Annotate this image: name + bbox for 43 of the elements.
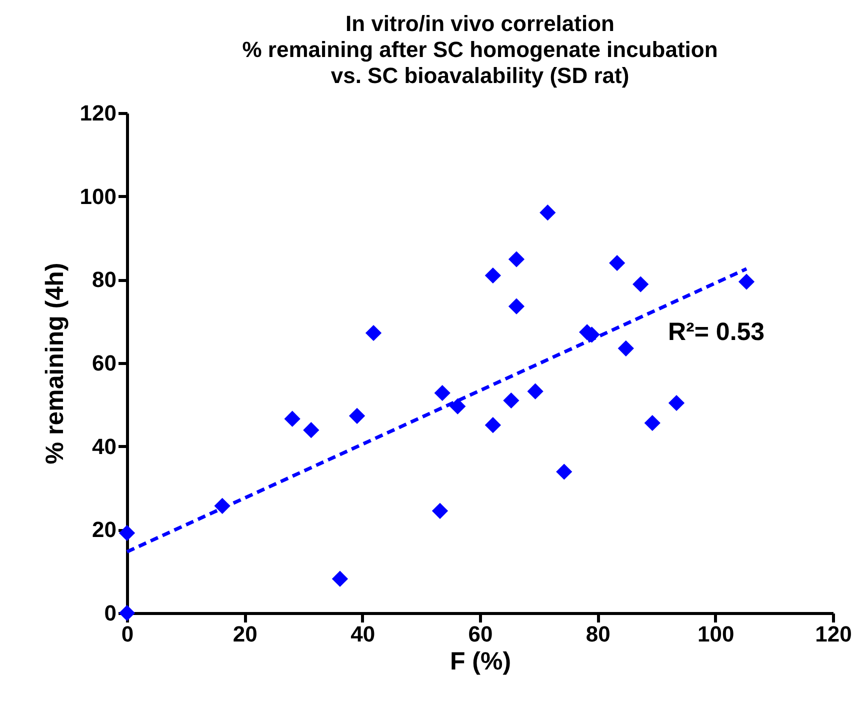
point: [527, 383, 544, 400]
y-tick-label: 80: [92, 267, 116, 292]
x-tick-label: 80: [586, 622, 610, 646]
point: [365, 324, 382, 342]
point: [303, 422, 320, 438]
point: [508, 298, 525, 314]
x-axis-title: F (%): [450, 648, 512, 676]
x-tick-label: 60: [468, 622, 493, 646]
point: [484, 417, 502, 434]
text: % remaining after SC homogenate incubation: [242, 37, 718, 62]
point: [668, 394, 685, 412]
y-tick-label: 0: [104, 600, 116, 626]
point: [434, 384, 450, 402]
x-tick-label: 120: [815, 622, 852, 646]
point: [118, 524, 136, 542]
y-tick-label: 60: [92, 350, 116, 376]
point: [508, 251, 525, 268]
x-tick-label: 40: [350, 622, 376, 646]
point: [632, 276, 649, 292]
point: [644, 414, 660, 432]
y-tick-label: 40: [92, 434, 116, 459]
point: [540, 204, 556, 221]
point: [503, 392, 520, 409]
annotation: R²= 0.53: [668, 318, 765, 346]
x-tick-label: 0: [121, 622, 134, 646]
point: [609, 254, 626, 272]
point: [556, 464, 572, 480]
y-axis-title: % remaining (4h): [40, 262, 69, 464]
point: [484, 267, 502, 284]
x-tick-label: 100: [697, 622, 734, 646]
y-tick-label: 120: [80, 100, 116, 126]
point: [432, 502, 448, 519]
point: [332, 570, 348, 587]
point: [284, 410, 300, 427]
y-tick-label: 20: [92, 517, 116, 542]
point: [618, 340, 634, 356]
point: [738, 274, 755, 290]
text: In vitro/in vivo correlation: [346, 11, 614, 36]
point: [450, 398, 466, 414]
y-tick-label: 100: [80, 184, 116, 209]
text: vs. SC bioavalability (SD rat): [330, 63, 630, 88]
point: [348, 408, 366, 424]
x-tick-label: 20: [232, 622, 258, 646]
